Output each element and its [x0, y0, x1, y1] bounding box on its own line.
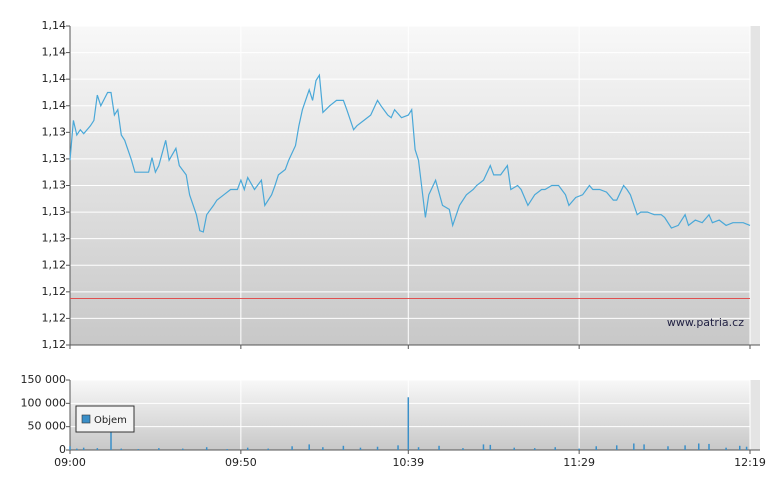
y-tick-label: 1,12 — [42, 285, 67, 298]
x-tick-label: 09:50 — [225, 456, 257, 469]
y-tick-label: 1,14 — [42, 19, 67, 32]
volume-bar — [322, 447, 324, 450]
x-tick-label: 12:19 — [734, 456, 766, 469]
volume-bar — [308, 444, 310, 450]
price-line — [69, 73, 751, 233]
volume-bar — [267, 448, 269, 450]
y-tick-label: 1,13 — [42, 205, 67, 218]
volume-bar — [554, 447, 556, 450]
volume-bar — [643, 444, 645, 450]
chart-layer: 1,12 1,12 1,12 1,12 1,13 1,13 1,13 1,13 1,13 1,14… — [21, 19, 766, 469]
y-tick-label: 100 000 — [21, 396, 67, 409]
volume-bar — [708, 443, 710, 450]
volume-bar — [226, 449, 228, 450]
volume-bar — [182, 448, 184, 450]
volume-bar — [667, 446, 669, 450]
volume-bar — [595, 446, 597, 450]
volume-bar — [697, 443, 700, 450]
volume-bar — [69, 446, 71, 450]
volume-bar — [397, 445, 399, 450]
x-tick-label: 10:39 — [392, 456, 424, 469]
volume-bar — [376, 446, 379, 450]
y-tick-label: 0 — [59, 443, 66, 456]
volume-bar — [578, 448, 580, 450]
volume-bar — [205, 447, 208, 450]
volume-bar — [745, 446, 748, 450]
volume-bar — [76, 448, 78, 450]
volume-bar — [533, 448, 536, 450]
volume-bar — [462, 448, 464, 450]
y-tick-label: 1,14 — [42, 72, 67, 85]
volume-bar — [120, 448, 123, 450]
volume-bar — [342, 445, 345, 450]
volume-bar — [489, 444, 492, 450]
legend-swatch — [81, 414, 91, 424]
volume-bar — [96, 448, 99, 450]
y-tick-label: 50 000 — [28, 420, 67, 433]
y-tick-label: 1,12 — [42, 258, 67, 271]
volume-bar — [633, 443, 635, 450]
volume-bar — [291, 446, 293, 450]
y-tick-label: 1,13 — [42, 232, 67, 245]
y-tick-label: 1,13 — [42, 179, 67, 192]
y-tick-label: 1,12 — [42, 338, 67, 351]
price-plot-side — [750, 26, 760, 345]
legend: Objem — [75, 405, 135, 433]
watermark: www.patria.cz — [667, 316, 744, 329]
volume-bar — [684, 445, 686, 450]
volume-bar — [725, 447, 727, 450]
volume-bar — [513, 447, 515, 450]
volume-bar — [158, 448, 160, 450]
y-tick-label: 1,13 — [42, 152, 67, 165]
volume-bar — [82, 447, 85, 450]
x-tick-label: 09:00 — [54, 456, 86, 469]
volume-plot-bg — [70, 380, 750, 450]
legend-label: Objem — [94, 415, 127, 426]
volume-bar — [438, 445, 440, 450]
y-tick-label: 1,14 — [42, 99, 67, 112]
x-tick-label: 11:29 — [563, 456, 595, 469]
y-tick-label: 1,14 — [42, 46, 67, 59]
volume-bar — [110, 419, 112, 450]
y-tick-label: 150 000 — [21, 373, 67, 386]
volume-bar — [738, 445, 741, 450]
volume-bar — [407, 397, 410, 450]
volume-bar — [246, 447, 249, 450]
y-tick-label: 1,13 — [42, 125, 67, 138]
y-tick-label: 1,12 — [42, 311, 67, 324]
volume-bar — [482, 444, 485, 450]
volume-bar — [615, 445, 618, 450]
volume-bar — [359, 447, 362, 450]
volume-bar — [417, 447, 420, 450]
volume-plot-side — [750, 380, 760, 450]
volume-bar — [137, 449, 140, 450]
